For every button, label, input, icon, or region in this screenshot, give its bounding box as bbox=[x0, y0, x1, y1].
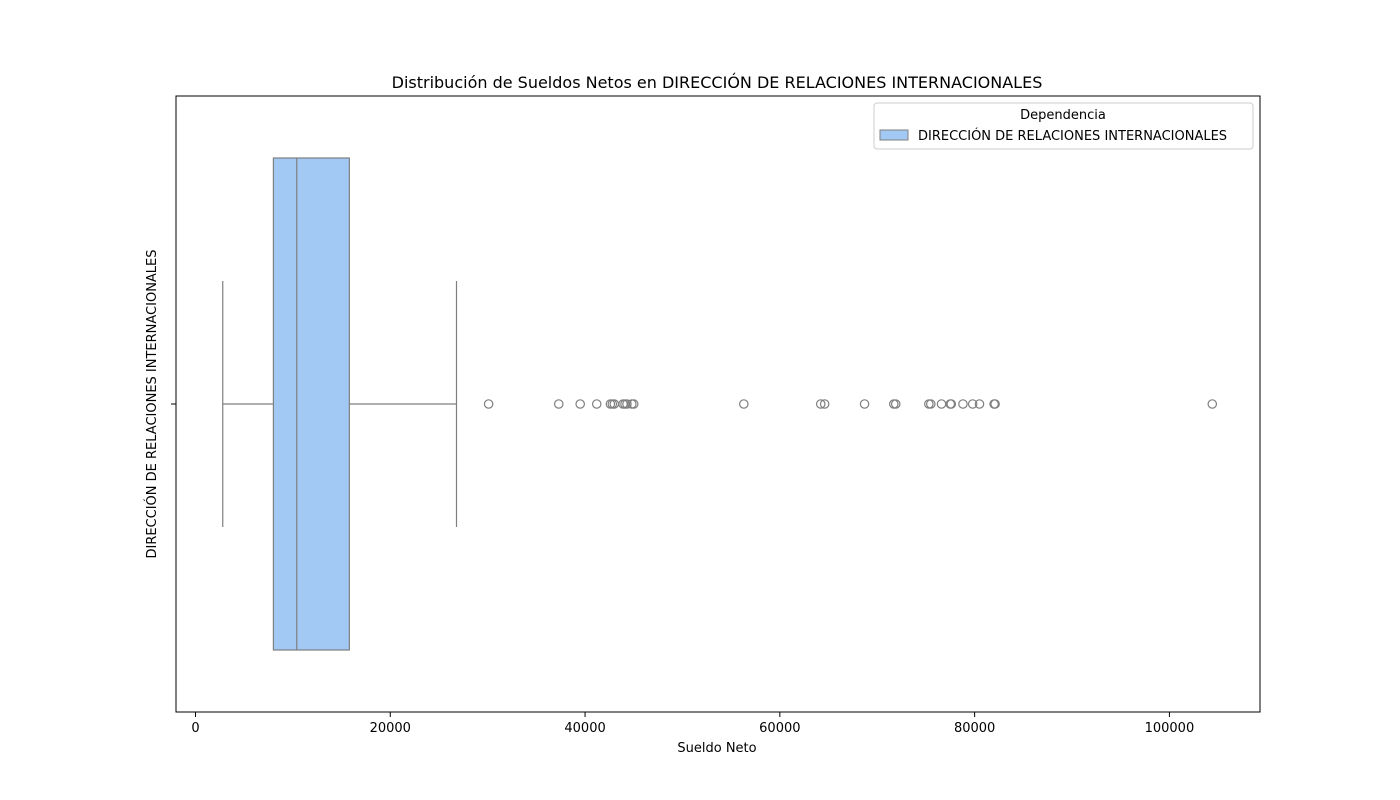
outlier-point bbox=[815, 399, 826, 409]
x-axis-ticks: 0 20000 40000 60000 80000 100000 bbox=[191, 712, 1194, 736]
x-tick-label: 20000 bbox=[370, 721, 411, 736]
box-series-0 bbox=[222, 157, 458, 651]
x-tick-label: 40000 bbox=[564, 721, 605, 736]
legend-entry-label: DIRECCIÓN DE RELACIONES INTERNACIONALES bbox=[918, 128, 1227, 144]
legend-title: Dependencia bbox=[1020, 108, 1106, 123]
x-tick-label: 60000 bbox=[759, 721, 800, 736]
outlier-point bbox=[819, 399, 830, 409]
outlier-point bbox=[926, 399, 936, 409]
outlier-point bbox=[628, 399, 639, 409]
x-axis-label: Sueldo Neto bbox=[677, 741, 756, 756]
outlier-point bbox=[575, 399, 585, 409]
outlier-point bbox=[946, 399, 957, 409]
outlier-point bbox=[859, 399, 870, 409]
outlier-point bbox=[974, 399, 985, 409]
legend-frame bbox=[873, 102, 1254, 150]
x-tick-label: 0 bbox=[191, 721, 199, 736]
y-axis-label: DIRECCIÓN DE RELACIONES INTERNACIONALES bbox=[144, 249, 160, 558]
boxes-layer bbox=[222, 157, 458, 651]
outlier-point bbox=[483, 399, 494, 409]
outlier-point bbox=[622, 399, 632, 409]
outlier-point bbox=[967, 399, 978, 409]
x-tick-label: 80000 bbox=[954, 721, 995, 736]
outlier-point bbox=[739, 399, 749, 409]
chart-title: Distribución de Sueldos Netos en DIRECCI… bbox=[392, 73, 1043, 92]
outlier-point bbox=[890, 399, 901, 409]
outlier-point bbox=[1207, 399, 1218, 409]
outlier-point bbox=[591, 399, 602, 409]
interquartile-box bbox=[272, 157, 350, 651]
outliers-layer bbox=[483, 399, 1218, 409]
x-tick-label: 100000 bbox=[1145, 721, 1195, 736]
legend: Dependencia DIRECCIÓN DE RELACIONES INTE… bbox=[873, 102, 1254, 150]
outlier-point bbox=[958, 399, 968, 409]
legend-swatch bbox=[879, 129, 909, 141]
outlier-point bbox=[990, 399, 1000, 409]
outlier-point bbox=[553, 399, 564, 409]
